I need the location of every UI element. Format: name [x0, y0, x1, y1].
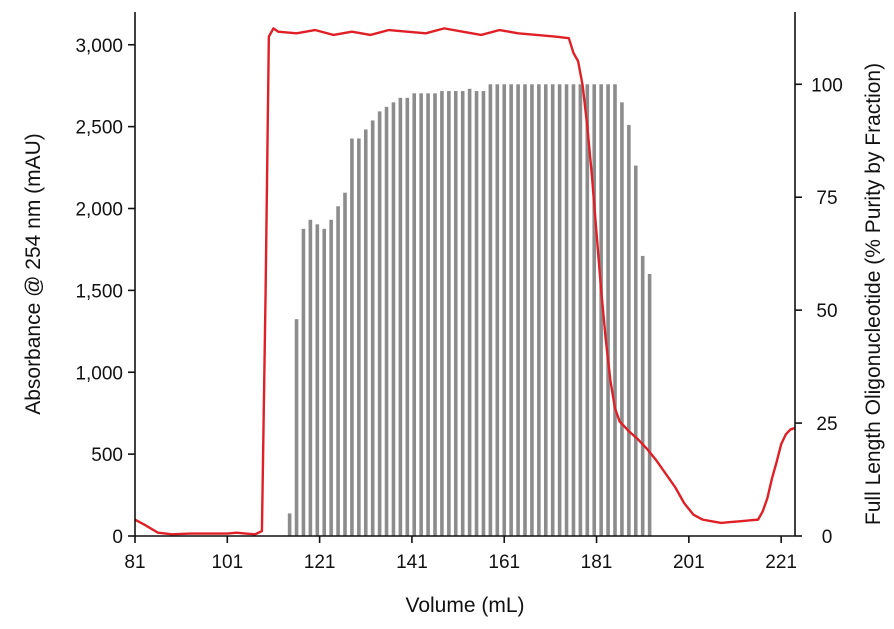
purity-bar	[481, 91, 486, 537]
purity-bar	[287, 513, 292, 536]
purity-bar	[447, 91, 451, 537]
x-tick-label: 101	[211, 552, 243, 573]
right-y-tick-label: 100	[811, 75, 843, 96]
purity-bar	[599, 84, 603, 536]
purity-bar	[315, 224, 320, 536]
purity-bar	[509, 84, 513, 536]
purity-bar	[530, 84, 534, 536]
purity-bar	[384, 106, 389, 537]
purity-bar	[350, 138, 354, 537]
right-y-tick-label: 25	[816, 414, 837, 435]
purity-bar	[550, 84, 555, 536]
right-y-axis-title: Full Length Oligonucleotide (% Purity by…	[862, 63, 885, 525]
left-y-tick-label: 3,000	[75, 36, 123, 57]
left-y-tick-label: 1,500	[75, 281, 123, 302]
purity-bar	[440, 91, 444, 537]
x-tick-label: 81	[124, 552, 145, 573]
purity-bar	[633, 165, 638, 536]
purity-bar	[301, 228, 306, 536]
purity-bar	[363, 129, 368, 536]
purity-bar	[405, 97, 410, 536]
left-y-tick-label: 1,000	[75, 363, 123, 384]
purity-bar	[620, 102, 624, 536]
x-tick-label: 221	[765, 552, 797, 573]
purity-bar	[294, 319, 299, 536]
purity-bar	[357, 138, 361, 537]
purity-bar	[336, 206, 340, 537]
purity-bar	[502, 84, 507, 536]
purity-bar	[627, 124, 631, 537]
purity-bar	[419, 93, 423, 536]
purity-bar	[640, 255, 645, 536]
purity-bar	[523, 84, 527, 536]
ticks: 81 101 121 141 161 181 201 22105001,0001,5002,0…	[75, 36, 842, 573]
x-axis-title: Volume (mL)	[405, 594, 524, 617]
left-y-tick-label: 2,000	[75, 200, 123, 221]
purity-bar	[592, 84, 597, 536]
purity-bar	[398, 97, 403, 536]
purity-bar	[329, 219, 333, 537]
purity-bar	[488, 84, 493, 536]
purity-bar	[564, 84, 569, 536]
purity-bar	[467, 88, 472, 536]
purity-bar	[308, 219, 313, 537]
left-y-tick-label: 0	[112, 527, 123, 548]
purity-bar	[370, 120, 375, 536]
purity-bar	[557, 84, 562, 536]
purity-bar	[453, 91, 458, 537]
left-y-tick-label: 2,500	[75, 118, 123, 139]
purity-bar	[537, 84, 541, 536]
x-tick-label: 201	[673, 552, 705, 573]
purity-bar	[377, 111, 382, 536]
right-y-tick-label: 50	[816, 301, 837, 322]
right-y-tick-label: 75	[816, 188, 837, 209]
purity-bar	[343, 192, 347, 536]
purity-bar	[322, 228, 327, 536]
purity-bar	[460, 91, 465, 537]
purity-bar	[606, 84, 610, 536]
axes	[134, 12, 796, 537]
x-tick-label: 121	[304, 552, 336, 573]
left-y-axis-title: Absorbance @ 254 nm (mAU)	[22, 133, 45, 415]
right-y-tick-label: 0	[822, 527, 833, 548]
x-tick-label: 141	[396, 552, 428, 573]
purity-bar	[571, 84, 576, 536]
purity-bar	[543, 84, 548, 536]
purity-bars	[287, 84, 652, 537]
left-y-tick-label: 500	[91, 445, 123, 466]
purity-bar	[585, 84, 590, 536]
purity-bar	[474, 91, 479, 537]
purity-bar	[578, 84, 583, 536]
x-tick-label: 181	[581, 552, 613, 573]
purity-bar	[433, 93, 437, 536]
purity-bar	[647, 274, 652, 536]
purity-bar	[613, 84, 617, 536]
purity-bar	[495, 84, 500, 536]
absorbance-line	[134, 27, 796, 536]
purity-bar	[516, 84, 520, 536]
purity-bar	[426, 93, 430, 536]
x-tick-label: 161	[488, 552, 520, 573]
purity-bar	[412, 93, 417, 536]
purity-bar	[391, 102, 396, 536]
